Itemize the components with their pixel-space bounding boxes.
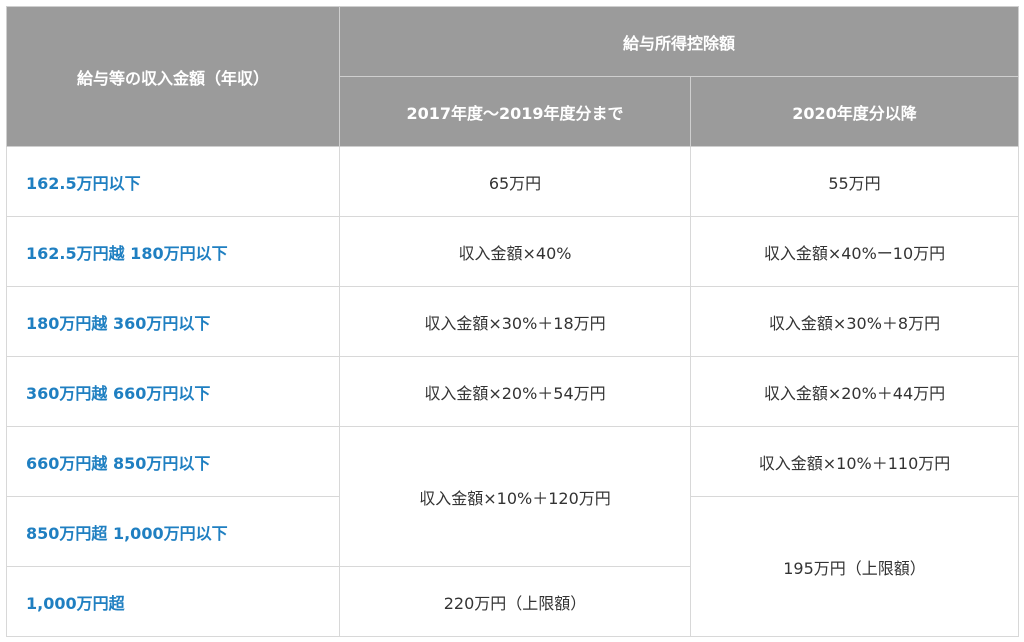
table-row: 180万円越 360万円以下 収入金額×30%＋18万円 収入金額×30%＋8万…	[6, 286, 1020, 357]
table-row: 850万円超 1,000万円以下 195万円（上限額）	[6, 496, 1020, 637]
table-header: 給与等の収入金額（年収） 給与所得控除額 2017年度〜2019年度分まで 20…	[6, 6, 1020, 147]
deduction-2020-cell: 収入金額×20%＋44万円	[689, 356, 1020, 427]
header-income: 給与等の収入金額（年収）	[6, 6, 340, 147]
deduction-2017-cell: 収入金額×40%	[339, 216, 691, 287]
header-period-2017-2019: 2017年度〜2019年度分まで	[339, 76, 691, 147]
income-range-cell: 180万円越 360万円以下	[6, 286, 340, 357]
table-row: 360万円越 660万円以下 収入金額×20%＋54万円 収入金額×20%＋44…	[6, 356, 1020, 427]
deduction-2017-cell: 65万円	[339, 146, 691, 217]
deduction-2020-cell: 収入金額×30%＋8万円	[689, 286, 1020, 357]
deduction-2020-cell: 195万円（上限額）	[689, 496, 1020, 637]
deduction-2017-cell: 220万円（上限額）	[339, 566, 691, 637]
deduction-2017-cell: 収入金額×10%＋120万円	[339, 426, 691, 567]
table-row: 162.5万円以下 65万円 55万円	[6, 146, 1020, 217]
income-range-cell: 660万円越 850万円以下	[6, 426, 340, 497]
income-range-cell: 1,000万円超	[6, 566, 340, 637]
deduction-2020-cell: 収入金額×40%ー10万円	[689, 216, 1020, 287]
income-range-cell: 162.5万円以下	[6, 146, 340, 217]
table-row: 1,000万円超 220万円（上限額）	[6, 566, 1019, 637]
header-deduction: 給与所得控除額	[338, 6, 1020, 77]
deduction-2017-cell: 収入金額×30%＋18万円	[339, 286, 691, 357]
income-range-cell: 850万円超 1,000万円以下	[6, 496, 340, 567]
income-range-cell: 360万円越 660万円以下	[6, 356, 340, 427]
salary-deduction-table: 給与等の収入金額（年収） 給与所得控除額 2017年度〜2019年度分まで 20…	[6, 6, 1020, 637]
header-period-2020: 2020年度分以降	[689, 76, 1020, 147]
table-row: 660万円越 850万円以下 収入金額×10%＋120万円 収入金額×10%＋1…	[6, 426, 1020, 567]
table-row: 162.5万円越 180万円以下 収入金額×40% 収入金額×40%ー10万円	[6, 216, 1020, 287]
table-body: 162.5万円以下 65万円 55万円 162.5万円越 180万円以下 収入金…	[6, 146, 1020, 637]
deduction-2020-cell: 55万円	[689, 146, 1020, 217]
income-range-cell: 162.5万円越 180万円以下	[6, 216, 340, 287]
deduction-2017-cell: 収入金額×20%＋54万円	[339, 356, 691, 427]
deduction-2020-cell: 収入金額×10%＋110万円	[689, 426, 1020, 497]
